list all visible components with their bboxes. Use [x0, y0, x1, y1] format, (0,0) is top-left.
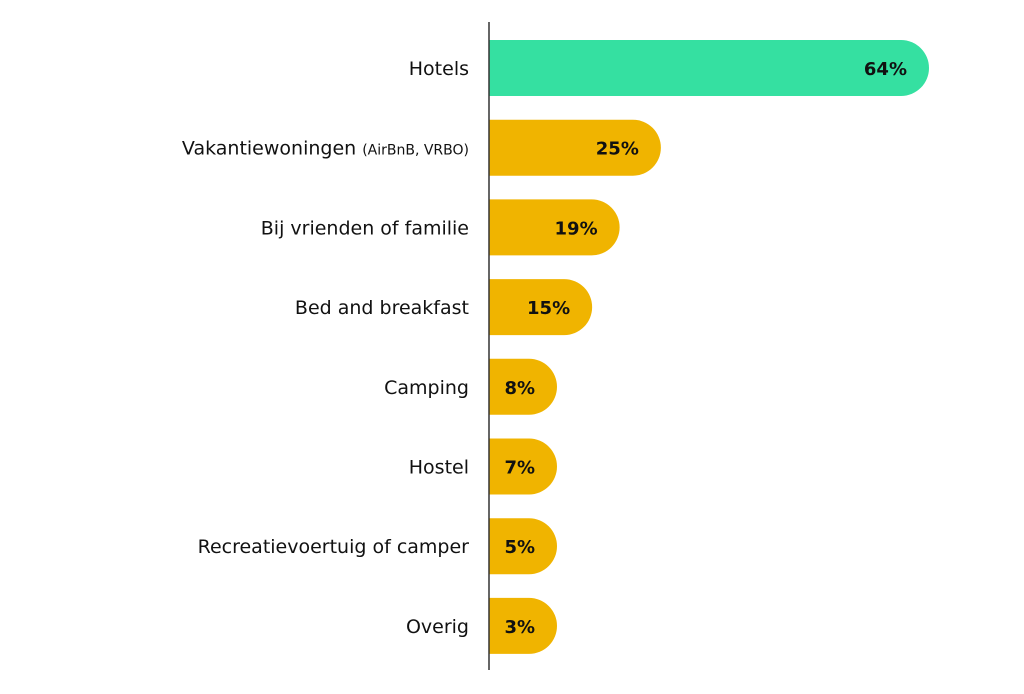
category-label-6: Recreatievoertuig of camper	[198, 536, 470, 558]
category-name-5: Hostel	[409, 457, 469, 479]
category-name-0: Hotels	[409, 58, 469, 80]
bar-3	[489, 279, 593, 336]
bar-5	[489, 438, 558, 495]
category-label-5: Hostel	[409, 457, 469, 479]
category-name-6: Recreatievoertuig of camper	[198, 536, 470, 558]
bar-0	[489, 40, 929, 96]
value-label-3: 15%	[527, 298, 570, 319]
category-name-7: Overig	[406, 616, 469, 638]
bar-2	[489, 199, 620, 256]
category-name-4: Camping	[384, 377, 469, 399]
value-label-5: 7%	[504, 458, 535, 479]
category-name-1: Vakantiewoningen	[182, 138, 356, 160]
value-label-6: 5%	[504, 537, 535, 558]
value-label-7: 3%	[504, 617, 535, 638]
category-label-7: Overig	[406, 616, 469, 638]
category-label-3: Bed and breakfast	[295, 297, 469, 319]
bar-7	[489, 597, 558, 654]
category-name-3: Bed and breakfast	[295, 297, 469, 319]
category-name-2: Bij vrienden of familie	[261, 217, 469, 239]
value-label-1: 25%	[596, 139, 639, 160]
value-label-4: 8%	[504, 378, 535, 399]
bars-layer: 64% 25% 19% 15% 8% 7% 5% 3%	[489, 40, 929, 654]
category-labels: Hotels Vakantiewoningen (AirBnB, VRBO) Bij …	[182, 58, 469, 638]
bar-6	[489, 518, 558, 575]
value-label-2: 19%	[555, 218, 598, 239]
bar-4	[489, 358, 558, 415]
category-label-0: Hotels	[409, 58, 469, 80]
bar-1	[489, 119, 661, 176]
value-label-0: 64%	[864, 59, 907, 80]
category-note-1: (AirBnB, VRBO)	[362, 143, 469, 159]
category-label-1: Vakantiewoningen (AirBnB, VRBO)	[182, 138, 469, 160]
category-label-2: Bij vrienden of familie	[261, 217, 469, 239]
category-label-4: Camping	[384, 377, 469, 399]
